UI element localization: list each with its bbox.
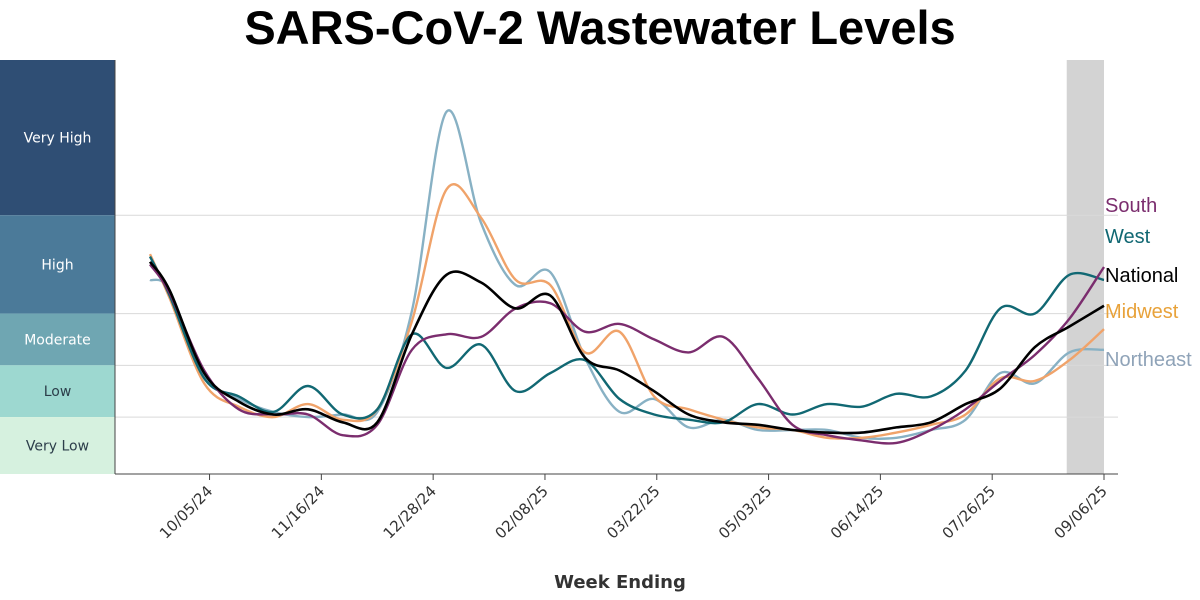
series-line-south xyxy=(149,263,1105,445)
level-label: Low xyxy=(44,384,72,400)
chart-title: SARS-CoV-2 Wastewater Levels xyxy=(244,1,956,54)
series-line-national xyxy=(148,261,1105,435)
level-band-very-high xyxy=(0,60,115,216)
x-ticks: 10/05/24 11/16/24 12/28/24 02/08/25 03/22/25… xyxy=(156,474,1111,542)
x-tick-label: 06/14/25 xyxy=(827,482,887,542)
recent-period-shade-rect xyxy=(1066,60,1104,474)
level-band-high xyxy=(0,215,115,314)
series-line-west xyxy=(148,256,1105,425)
series-label-midwest: Midwest xyxy=(1105,301,1179,323)
x-tick-label: 12/28/24 xyxy=(380,482,440,542)
x-tick-label: 07/26/25 xyxy=(939,482,999,542)
x-tick-label: 11/16/24 xyxy=(268,482,328,542)
recent-period-shade xyxy=(1066,60,1104,474)
series-lines xyxy=(148,109,1105,445)
x-tick-label: 02/08/25 xyxy=(491,482,551,542)
level-label: Very Low xyxy=(26,439,89,455)
series-label-south: South xyxy=(1105,195,1157,217)
series-line-northeast xyxy=(149,109,1105,440)
series-line-midwest xyxy=(148,183,1105,440)
series-label-west: West xyxy=(1105,226,1151,248)
level-band-moderate xyxy=(0,313,115,366)
level-label: High xyxy=(41,257,73,273)
x-tick-label: 05/03/25 xyxy=(715,482,775,542)
series-label-national: National xyxy=(1105,265,1178,287)
level-label: Moderate xyxy=(24,332,91,348)
level-label: Very High xyxy=(24,131,92,147)
level-band-low xyxy=(0,365,115,418)
level-bands: Very High High Moderate Low Very Low xyxy=(0,60,115,474)
level-band-very-low xyxy=(0,417,115,474)
x-tick-label: 10/05/24 xyxy=(156,482,216,542)
series-labels: Northeast Midwest West South National xyxy=(1105,195,1192,371)
x-tick-label: 09/06/25 xyxy=(1050,482,1110,542)
grid-lines xyxy=(115,214,1118,418)
x-tick-label: 03/22/25 xyxy=(603,482,663,542)
axes xyxy=(114,60,1118,475)
x-axis-title: Week Ending xyxy=(554,572,686,593)
series-label-northeast: Northeast xyxy=(1105,349,1192,371)
